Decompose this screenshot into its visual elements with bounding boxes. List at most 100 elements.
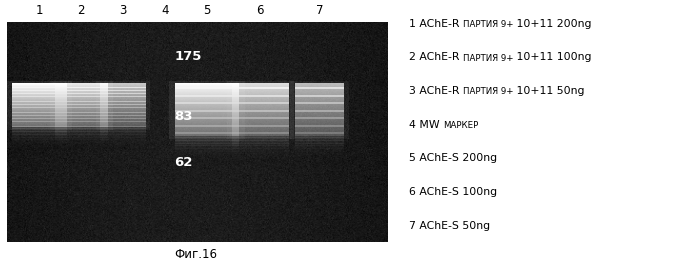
Bar <box>294 118 344 119</box>
Bar <box>12 134 67 135</box>
Bar <box>232 132 289 134</box>
Bar <box>55 115 108 116</box>
Bar <box>294 138 344 139</box>
Bar <box>294 99 344 100</box>
Bar <box>232 122 289 123</box>
Bar <box>232 93 289 94</box>
Bar <box>232 118 289 119</box>
Bar <box>175 116 239 118</box>
Bar <box>175 83 239 84</box>
Bar <box>175 164 239 165</box>
Bar <box>12 109 67 110</box>
Bar <box>175 95 239 97</box>
Bar <box>12 92 67 93</box>
Bar <box>294 137 344 138</box>
Bar <box>101 95 146 96</box>
Bar <box>294 98 344 99</box>
Bar <box>12 108 67 109</box>
Bar <box>294 118 344 119</box>
Text: 5 AChE-S 200ng: 5 AChE-S 200ng <box>409 153 497 163</box>
Bar <box>175 134 239 135</box>
Bar <box>101 122 146 123</box>
Bar <box>232 143 289 144</box>
Bar <box>101 90 146 91</box>
Bar <box>101 117 146 118</box>
Bar <box>12 114 67 115</box>
Bar <box>175 150 239 151</box>
Bar <box>12 101 67 102</box>
Bar <box>50 81 113 130</box>
Bar <box>175 120 239 121</box>
Bar <box>55 99 108 100</box>
Bar <box>175 157 239 158</box>
Bar <box>175 154 239 155</box>
Bar <box>294 154 344 155</box>
Bar <box>294 152 344 153</box>
Bar <box>101 148 146 149</box>
Bar <box>175 161 239 162</box>
Bar <box>12 148 67 149</box>
Text: ПАРТИЯ 9+: ПАРТИЯ 9+ <box>463 54 513 63</box>
Bar <box>294 120 344 121</box>
Bar <box>175 146 239 147</box>
Bar <box>101 86 146 87</box>
Bar <box>12 146 67 147</box>
Bar <box>12 102 67 103</box>
Bar <box>294 87 344 89</box>
Bar <box>55 149 108 150</box>
Bar <box>175 158 239 160</box>
Bar <box>101 92 146 93</box>
Bar <box>55 110 108 111</box>
Bar <box>175 138 239 139</box>
Bar <box>232 153 289 154</box>
Bar <box>175 141 239 142</box>
Bar <box>101 136 146 137</box>
Bar <box>232 87 289 88</box>
Bar <box>12 95 67 97</box>
Bar <box>294 109 344 110</box>
Bar <box>175 156 239 157</box>
Bar <box>55 115 108 116</box>
Bar <box>55 131 108 132</box>
Text: 175: 175 <box>175 50 202 63</box>
Bar <box>294 116 344 117</box>
Bar <box>175 88 239 90</box>
Bar <box>12 118 67 119</box>
Bar <box>101 134 146 135</box>
Bar <box>294 95 344 97</box>
Bar <box>101 144 146 145</box>
Bar <box>175 162 239 163</box>
Bar <box>12 104 67 105</box>
Bar <box>12 111 67 112</box>
Bar <box>101 94 146 95</box>
Bar <box>55 138 108 139</box>
Bar <box>101 137 146 138</box>
Bar <box>12 105 67 106</box>
Bar <box>101 121 146 122</box>
Bar <box>12 126 67 127</box>
Bar <box>232 140 289 141</box>
Bar <box>101 129 146 130</box>
Bar <box>101 93 146 94</box>
Bar <box>175 158 239 159</box>
Bar <box>232 101 289 102</box>
Bar <box>12 135 67 136</box>
Bar <box>175 122 239 123</box>
Bar <box>232 147 289 148</box>
Bar <box>232 149 289 150</box>
Bar <box>175 102 239 104</box>
Bar <box>55 132 108 133</box>
Bar <box>55 148 108 149</box>
Bar <box>294 90 344 91</box>
Bar <box>12 137 67 138</box>
Bar <box>294 146 344 147</box>
Bar <box>12 93 67 94</box>
Bar <box>101 128 146 129</box>
Bar <box>294 149 344 150</box>
Bar <box>12 90 67 91</box>
Bar <box>294 103 344 104</box>
Bar <box>175 123 239 124</box>
Bar <box>175 121 239 122</box>
Bar <box>101 100 146 101</box>
Bar <box>294 94 344 96</box>
